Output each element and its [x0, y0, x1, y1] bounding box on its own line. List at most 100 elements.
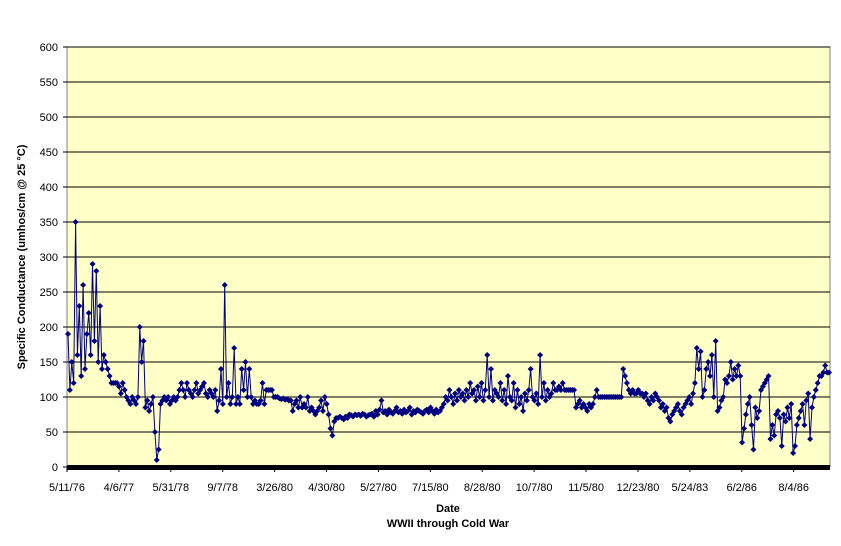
- data-point: [248, 394, 255, 400]
- data-point: [259, 380, 266, 386]
- data-point: [593, 387, 600, 393]
- data-point: [295, 404, 302, 411]
- data-point: [85, 310, 92, 316]
- data-point: [127, 401, 134, 407]
- x-tick-label: 4/6/77: [104, 482, 135, 494]
- data-point: [618, 394, 625, 400]
- data-point: [797, 408, 804, 414]
- data-point: [319, 408, 326, 414]
- data-point: [486, 394, 493, 400]
- data-point: [236, 401, 243, 407]
- data-point: [183, 380, 190, 386]
- data-point: [76, 303, 83, 309]
- data-point: [690, 390, 697, 397]
- data-point: [589, 401, 596, 407]
- data-point: [516, 401, 523, 407]
- data-point: [217, 366, 224, 372]
- y-tick-label: 600: [40, 42, 58, 54]
- data-point: [472, 397, 479, 404]
- data-point: [138, 359, 145, 365]
- data-point: [302, 404, 309, 411]
- data-point: [571, 387, 578, 393]
- data-point: [374, 411, 381, 418]
- data-point: [754, 415, 761, 421]
- data-point: [584, 408, 591, 414]
- data-point: [622, 373, 629, 379]
- x-tick-label: 11/5/80: [568, 482, 604, 494]
- data-point: [142, 404, 149, 411]
- data-point: [535, 401, 542, 407]
- data-point: [176, 387, 183, 393]
- data-point: [140, 338, 147, 344]
- data-point: [204, 394, 211, 400]
- data-point: [261, 401, 268, 407]
- data-point: [537, 352, 544, 358]
- data-point: [487, 366, 494, 372]
- data-point: [703, 366, 710, 372]
- data-point: [467, 380, 474, 386]
- data-point: [450, 401, 457, 407]
- data-point: [786, 415, 793, 421]
- data-point: [242, 359, 249, 365]
- data-point: [769, 422, 776, 428]
- data-point: [701, 387, 708, 393]
- x-tick-label: 8/28/80: [464, 482, 501, 494]
- data-point: [234, 394, 241, 400]
- data-point: [674, 401, 681, 407]
- data-point: [325, 411, 332, 418]
- chart-subtitle: WWII through Cold War: [387, 518, 510, 530]
- data-point: [65, 331, 71, 337]
- data-point: [810, 394, 817, 400]
- data-point: [221, 282, 228, 288]
- data-point: [149, 394, 156, 400]
- data-point: [178, 380, 185, 386]
- data-point: [223, 394, 230, 400]
- data-point: [501, 387, 508, 393]
- data-point: [200, 380, 207, 386]
- data-point: [238, 366, 245, 372]
- data-point: [182, 394, 189, 400]
- data-point: [115, 383, 122, 390]
- data-point: [518, 394, 525, 400]
- data-point: [707, 373, 714, 379]
- data-point: [316, 404, 323, 411]
- data-point: [544, 387, 551, 393]
- data-point: [225, 380, 232, 386]
- x-tick-label: 5/31/78: [152, 482, 189, 494]
- data-point: [100, 352, 107, 358]
- data-point: [318, 397, 325, 404]
- data-point: [737, 373, 744, 379]
- data-point: [136, 324, 143, 330]
- data-point: [478, 380, 485, 386]
- data-point: [699, 394, 706, 400]
- y-tick-label: 350: [40, 217, 58, 229]
- data-point: [776, 415, 783, 421]
- data-point: [465, 394, 472, 400]
- data-point: [376, 406, 383, 413]
- data-point: [68, 359, 75, 365]
- data-point: [497, 380, 504, 386]
- data-point: [91, 338, 98, 344]
- data-point: [193, 380, 200, 386]
- data-point: [771, 432, 778, 439]
- data-point: [803, 397, 810, 404]
- data-point: [756, 408, 763, 414]
- data-point: [691, 380, 698, 386]
- data-point: [455, 387, 462, 393]
- data-point: [508, 397, 515, 404]
- data-point: [323, 401, 330, 407]
- data-point: [788, 401, 795, 407]
- data-point: [710, 394, 717, 400]
- data-point: [95, 359, 102, 365]
- x-tick-label: 7/15/80: [412, 482, 449, 494]
- data-point: [542, 397, 549, 404]
- x-axis-title: Date: [436, 503, 460, 515]
- data-point: [510, 380, 517, 386]
- y-tick-label: 0: [52, 462, 58, 474]
- data-point: [724, 380, 731, 386]
- data-point: [646, 401, 653, 407]
- data-point: [820, 369, 827, 376]
- data-point: [523, 397, 530, 404]
- data-point: [231, 345, 238, 351]
- data-point: [293, 397, 300, 404]
